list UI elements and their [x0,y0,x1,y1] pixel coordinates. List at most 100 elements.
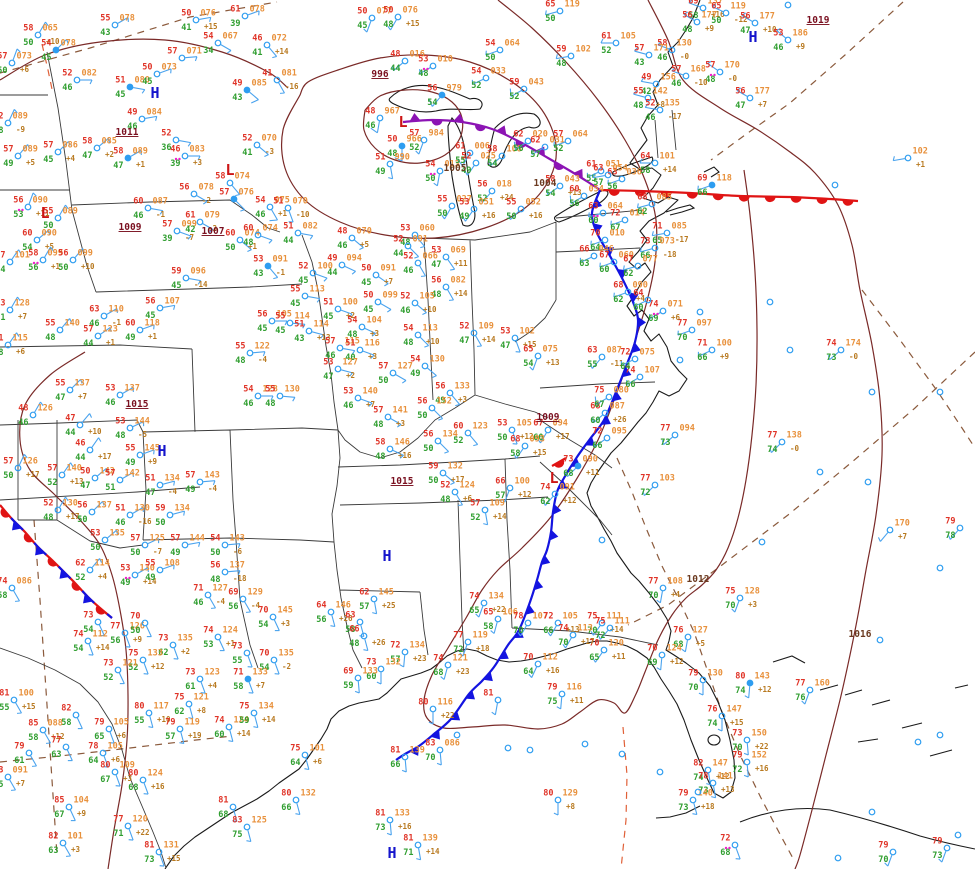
svg-text:48: 48 [387,149,397,159]
svg-text:62: 62 [623,269,633,279]
svg-text:58: 58 [113,147,123,157]
station-plot: 50 076 41 +15 [181,9,217,34]
svg-text:53: 53 [323,358,333,368]
station-plot: 56 078 -2 [179,183,214,206]
svg-text:160: 160 [815,679,830,689]
station-plot: 79 119 57 +19 [165,718,202,745]
svg-text:54: 54 [425,160,435,170]
svg-text:56: 56 [28,263,38,273]
svg-text:+4: +4 [671,590,681,599]
svg-text:59: 59 [343,681,353,691]
svg-text:79: 79 [14,742,24,752]
svg-text:51: 51 [115,504,125,514]
svg-text:147: 147 [727,705,742,715]
station-dot [526,746,534,754]
svg-text:53: 53 [497,419,507,429]
svg-text:71: 71 [403,848,413,858]
svg-text:H: H [382,547,391,565]
svg-text:177: 177 [760,12,775,22]
svg-text:134: 134 [410,641,425,651]
svg-text:50: 50 [545,14,555,24]
station-plot: 53 140 46 +7 [343,387,378,412]
station-dot [876,636,884,644]
svg-text:80: 80 [281,789,291,799]
svg-text:126: 126 [130,622,145,632]
svg-text:+2: +2 [346,371,355,380]
svg-text:66: 66 [543,626,553,636]
svg-text:+15: +15 [523,340,537,349]
station-plot: 51 100 45 +2 [323,298,358,323]
svg-text:57: 57 [390,655,400,665]
svg-text:56: 56 [145,297,155,307]
station-plot: 49 156 42 [640,73,676,97]
svg-text:60: 60 [533,433,543,443]
svg-text:50: 50 [361,264,371,274]
svg-text:54: 54 [210,534,220,544]
svg-text:-14: -14 [194,280,208,289]
station-plot: 55 089 50 [43,204,78,231]
svg-text:46: 46 [645,113,655,123]
svg-text:L: L [40,204,49,222]
svg-text:49: 49 [185,485,195,495]
svg-text:+14: +14 [454,289,468,298]
station-plot: 57 099 39 -7 [162,220,197,245]
svg-text:85: 85 [28,719,38,729]
station-plot: 71 127 46 -4 [193,584,228,609]
svg-text:52: 52 [477,194,487,204]
svg-text:55: 55 [633,87,643,97]
svg-text:42: 42 [185,225,195,235]
svg-text:57: 57 [3,457,13,467]
svg-text:70: 70 [725,601,735,611]
station-plot: 56 979 54 [427,84,462,109]
svg-text:48: 48 [18,404,28,414]
svg-text:63: 63 [587,346,597,356]
svg-text:140: 140 [67,464,82,474]
svg-text:-2: -2 [282,662,291,671]
svg-text:62: 62 [637,207,647,217]
station-plot: 77 103 72 [640,474,675,499]
svg-text:63: 63 [588,202,598,212]
svg-text:156: 156 [661,73,676,83]
svg-text:68: 68 [637,193,647,203]
svg-text:50: 50 [437,209,447,219]
svg-text:119: 119 [473,631,488,641]
svg-text:58: 58 [23,24,33,34]
svg-text:+4: +4 [98,572,108,581]
svg-text:139: 139 [423,834,438,844]
station-dot [954,831,962,839]
svg-text:52: 52 [403,252,413,262]
svg-text:69: 69 [648,314,658,324]
station-plot: 56 090 53 +11 [13,192,50,220]
svg-text:70: 70 [648,591,658,601]
svg-text:+6: +6 [111,755,121,764]
svg-text:-7: -7 [153,547,162,556]
station-plot: 74 071 69 +6 [648,300,683,325]
svg-text:+5: +5 [360,240,369,249]
svg-text:101: 101 [15,251,30,261]
svg-text:73: 73 [678,803,688,813]
svg-text:+6: +6 [463,494,473,503]
svg-text:43: 43 [100,28,110,38]
svg-text:57: 57 [530,150,540,160]
svg-text:48: 48 [210,575,220,585]
svg-text:085: 085 [252,79,267,89]
svg-text:76: 76 [673,626,683,636]
svg-text:+16: +16 [398,822,412,831]
svg-text:39: 39 [170,159,180,169]
station-plot: 79 130 70 [688,669,723,696]
svg-text:075: 075 [543,345,558,355]
station-plot: 54 130 49 [410,355,445,380]
svg-text:043: 043 [529,78,544,88]
svg-text:177: 177 [755,87,770,97]
svg-text:54: 54 [22,243,32,253]
svg-text:091: 091 [413,235,428,245]
svg-text:52: 52 [461,152,471,162]
svg-text:82: 82 [48,832,58,842]
svg-text:67: 67 [623,255,633,265]
svg-text:45: 45 [115,90,125,100]
svg-text:051: 051 [606,160,621,170]
svg-text:57: 57 [165,732,175,742]
